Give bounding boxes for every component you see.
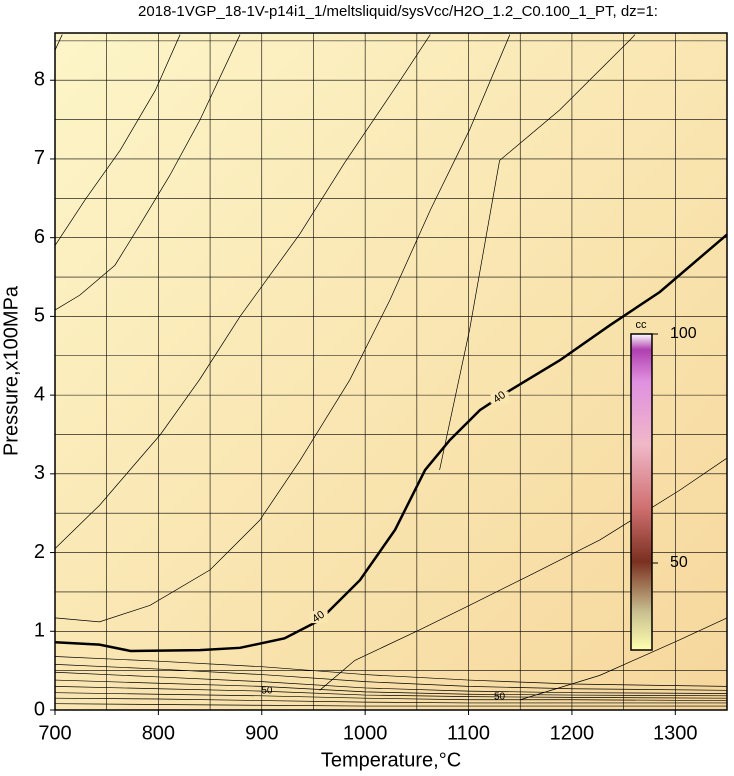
contour-line: [520, 617, 728, 701]
colorbar-tick-label: 100: [670, 325, 697, 342]
contour-label-bg: [309, 611, 328, 624]
x-tick-label: 1300: [653, 722, 698, 744]
y-axis-label: Pressure,x100MPa: [0, 285, 22, 456]
contour-label: 50: [494, 691, 506, 702]
colorbar-tick-label: 50: [670, 554, 688, 571]
contour-line: [54, 692, 728, 701]
y-tick-label: 2: [34, 541, 45, 563]
x-tick-label: 900: [245, 722, 278, 744]
x-tick-label: 1200: [550, 722, 595, 744]
contour-line: [54, 34, 511, 623]
contour-label-bg: [490, 391, 509, 404]
contour-label: 40: [491, 389, 508, 406]
y-tick-label: 7: [34, 147, 45, 169]
x-tick-label: 700: [38, 722, 71, 744]
plot-frame: [54, 32, 728, 711]
x-tick-label: 1100: [447, 722, 490, 744]
contour-line: [54, 679, 728, 697]
contour-line: [54, 34, 241, 311]
x-tick-label: 1000: [343, 722, 388, 744]
colorbar: [630, 333, 653, 651]
x-tick-label: 800: [142, 722, 175, 744]
y-tick-label: 8: [34, 69, 45, 91]
contour-line: [319, 457, 728, 691]
contour-line: [54, 671, 728, 694]
colorbar-label: cc: [636, 319, 648, 331]
contour-line: [54, 34, 431, 549]
contour-line: [54, 233, 728, 653]
y-tick-label: 1: [34, 620, 45, 642]
y-tick-label: 6: [34, 226, 45, 248]
y-tick-label: 3: [34, 462, 45, 484]
contour-label: 40: [310, 609, 327, 626]
contour-line: [54, 703, 727, 707]
contour-line: [54, 686, 728, 699]
chart-title: 2018-1VGP_18-1V-p14i1_1/meltsliquid/sysV…: [138, 3, 658, 20]
x-axis-label: Temperature,°C: [321, 749, 461, 771]
contour-line: [439, 34, 636, 470]
y-tick-label: 5: [34, 305, 45, 327]
contour-line: [54, 34, 63, 51]
plot-background: [55, 33, 727, 710]
contour-line: [54, 34, 181, 246]
contour-line: [54, 656, 728, 687]
y-tick-label: 4: [34, 383, 45, 405]
contour-label: 50: [261, 686, 273, 697]
y-tick-label: 0: [34, 698, 45, 720]
contour-line: [54, 663, 728, 691]
contour-line: [54, 697, 727, 704]
